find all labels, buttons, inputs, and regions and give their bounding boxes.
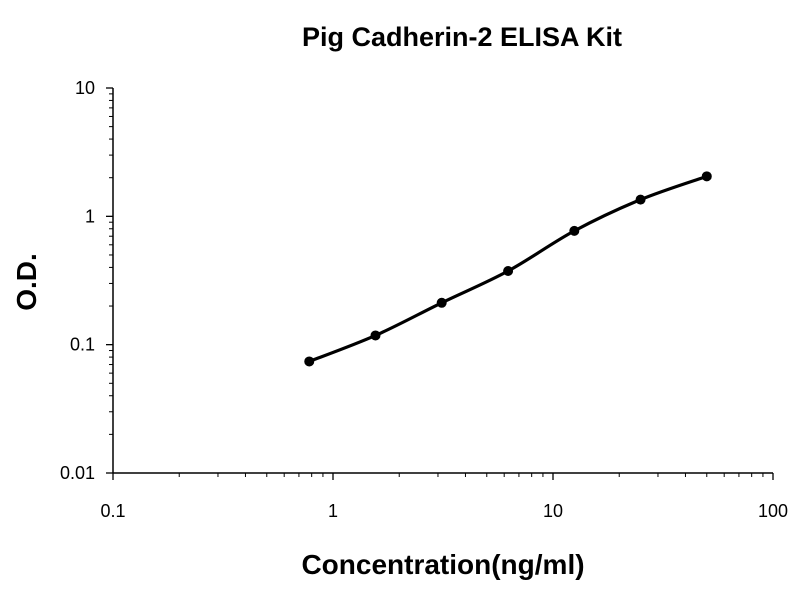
x-tick-label: 10 [543, 501, 563, 521]
y-tick-label: 0.01 [60, 463, 95, 483]
axes [112, 88, 773, 474]
x-tick-label: 100 [758, 501, 788, 521]
chart-title: Pig Cadherin-2 ELISA Kit [302, 22, 622, 52]
data-point [569, 225, 580, 236]
data-point [701, 171, 712, 182]
y-tick-label: 10 [75, 78, 95, 98]
data-point [370, 330, 381, 341]
data-point [304, 356, 315, 367]
series-layer [304, 171, 712, 367]
data-point [635, 194, 646, 205]
y-axis-title: O.D. [11, 253, 42, 311]
x-tick-label: 1 [328, 501, 338, 521]
data-point [436, 297, 447, 308]
data-point [503, 265, 514, 276]
x-axis-title: Concentration(ng/ml) [301, 549, 584, 580]
ticks [106, 87, 774, 480]
x-tick-label: 0.1 [100, 501, 125, 521]
y-tick-label: 1 [85, 206, 95, 226]
y-tick-label: 0.1 [70, 335, 95, 355]
